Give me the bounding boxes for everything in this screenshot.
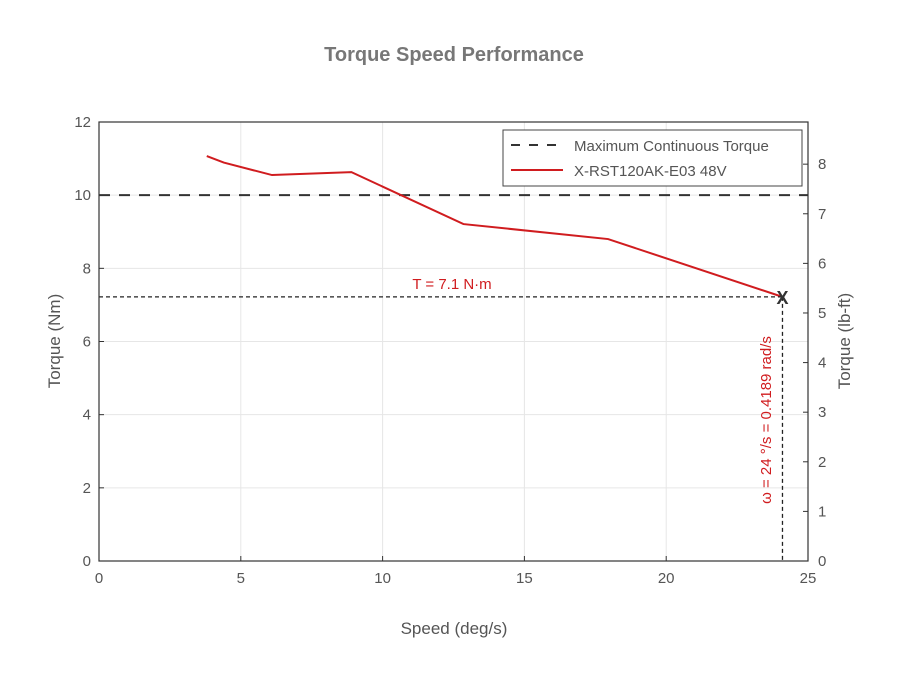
operating-point-marker: X: [776, 288, 788, 308]
x-tick-label: 5: [237, 570, 245, 587]
y-axis-label: Torque (Nm): [45, 294, 64, 388]
y-tick-label: 10: [74, 187, 91, 204]
y-tick-label: 12: [74, 114, 91, 131]
y2-tick-label: 8: [818, 156, 826, 173]
plot-frame: [98, 121, 809, 562]
legend: Maximum Continuous Torque X-RST120AK-E03…: [502, 129, 803, 187]
y-tick-label: 4: [83, 407, 91, 424]
speed-annotation: ω = 24 °/s = 0.4189 rad/s: [758, 336, 775, 504]
y-tick-label: 2: [83, 480, 91, 497]
y-tick-label: 8: [83, 260, 91, 277]
y-tick-label: 6: [83, 334, 91, 351]
y2-tick-label: 4: [818, 355, 826, 372]
y-tick-label: 0: [83, 553, 91, 570]
legend-label: X-RST120AK-E03 48V: [574, 163, 727, 180]
chart-title: Torque Speed Performance: [324, 44, 584, 66]
y2-tick-label: 1: [818, 503, 826, 520]
y2-axis-label: Torque (lb-ft): [835, 293, 854, 389]
x-tick-label: 15: [516, 570, 533, 587]
y2-tick-label: 0: [818, 553, 826, 570]
x-tick-label: 0: [95, 570, 103, 587]
legend-label: Maximum Continuous Torque: [574, 138, 769, 155]
y2-tick-label: 5: [818, 305, 826, 322]
x-axis-label: Speed (deg/s): [401, 619, 508, 638]
x-tick-label: 10: [374, 570, 391, 587]
x-tick-label: 25: [800, 570, 817, 587]
torque-annotation: T = 7.1 N·m: [412, 276, 491, 293]
x-tick-label: 20: [658, 570, 675, 587]
y2-tick-label: 2: [818, 454, 826, 471]
torque-speed-curve: [206, 155, 783, 298]
y2-tick-label: 3: [818, 404, 826, 421]
y2-tick-label: 6: [818, 255, 826, 272]
y2-tick-label: 7: [818, 206, 826, 223]
